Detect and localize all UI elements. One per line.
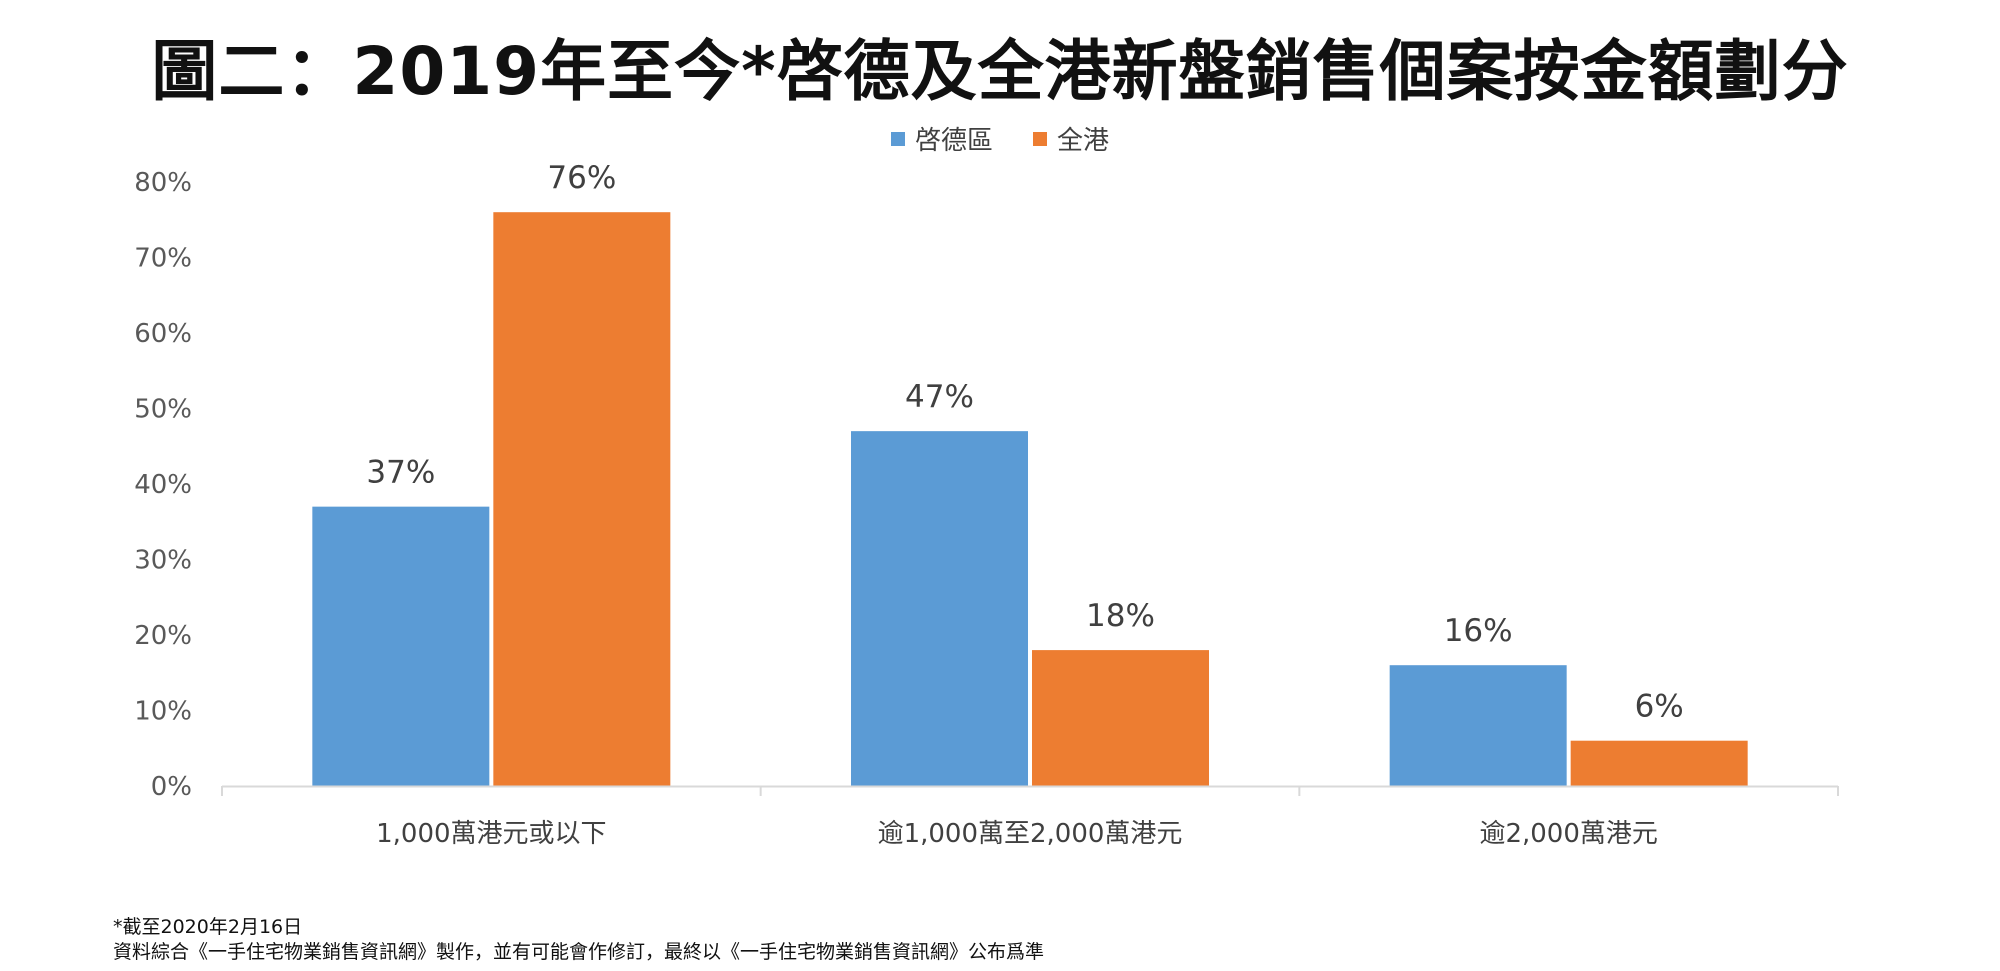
category-labels: 1,000萬港元或以下 逾1,000萬至2,000萬港元 逾2,000萬港元	[376, 819, 1658, 849]
footnote-source: 資料綜合《一手住宅物業銷售資訊網》製作，並有可能會作修訂，最終以《一手住宅物業銷…	[113, 941, 1045, 963]
y-tick-label: 60%	[134, 319, 192, 349]
legend-label-series-2: 全港	[1057, 126, 1110, 156]
y-tick-label: 10%	[134, 697, 192, 727]
y-tick-label: 20%	[134, 621, 192, 651]
legend-label-series-1: 啓德區	[914, 126, 993, 156]
category-label: 1,000萬港元或以下	[376, 819, 606, 849]
bar-2-1	[493, 212, 671, 786]
data-label: 6%	[1635, 689, 1684, 725]
chart-title: 圖二：2019年至今*啓德及全港新盤銷售個案按金額劃分	[151, 33, 1849, 110]
y-tick-label: 0%	[151, 772, 192, 802]
bar-1-1	[312, 506, 490, 786]
data-label: 18%	[1086, 598, 1155, 634]
chart-legend: 啓德區 全港	[0, 120, 2000, 157]
y-tick-label: 50%	[134, 395, 192, 425]
legend-item-series-1: 啓德區	[890, 120, 993, 157]
legend-swatch-series-1	[890, 131, 905, 146]
bars	[312, 212, 1748, 786]
footnote: *截至2020年2月16日 資料綜合《一手住宅物業銷售資訊網》製作，並有可能會作…	[113, 915, 1044, 965]
y-tick-label: 40%	[134, 470, 192, 500]
y-tick-label: 80%	[134, 168, 192, 198]
data-labels: 37% 76% 47% 18% 16% 6%	[366, 160, 1683, 725]
bar-1-2	[851, 431, 1028, 786]
footnote-date: *截至2020年2月16日	[113, 916, 303, 938]
legend-swatch-series-2	[1033, 131, 1047, 146]
data-label: 47%	[905, 379, 974, 415]
data-label: 16%	[1444, 613, 1513, 649]
y-axis-ticks: 0% 10% 20% 30% 40% 50% 60% 70% 80%	[134, 168, 192, 802]
y-tick-label: 70%	[134, 244, 192, 274]
bar-2-3	[1570, 740, 1748, 786]
data-label: 37%	[366, 455, 435, 491]
category-label: 逾1,000萬至2,000萬港元	[878, 819, 1183, 849]
category-label: 逾2,000萬港元	[1479, 819, 1657, 849]
bar-2-2	[1032, 650, 1209, 786]
data-label: 76%	[547, 160, 616, 196]
x-axis-ticks	[221, 786, 1839, 796]
bar-1-3	[1389, 665, 1567, 786]
y-tick-label: 30%	[134, 546, 192, 576]
legend-item-series-2: 全港	[1033, 120, 1109, 157]
